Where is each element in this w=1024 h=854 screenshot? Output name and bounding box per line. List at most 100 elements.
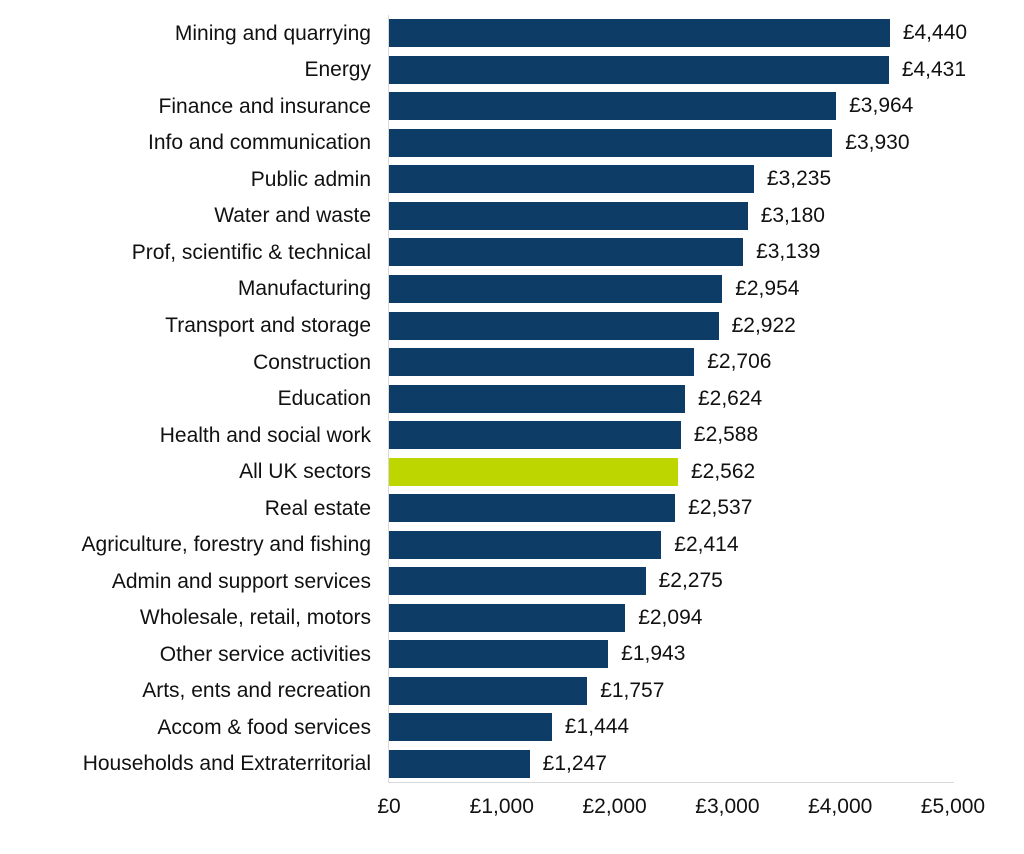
- category-label: Accom & food services: [157, 715, 371, 739]
- bar: [389, 238, 744, 267]
- category-label: Water and waste: [214, 204, 371, 228]
- chart-row: Construction £2,706: [0, 344, 1024, 381]
- value-label: £2,706: [707, 350, 772, 374]
- category-label: Mining and quarrying: [174, 21, 371, 45]
- bar-track: £3,139: [389, 234, 953, 271]
- bar-track: £4,431: [389, 52, 966, 89]
- x-tick-label: £2,000: [582, 795, 647, 818]
- bar: [389, 128, 833, 157]
- value-label: £1,247: [542, 751, 607, 775]
- x-tick-label: £4,000: [808, 795, 873, 818]
- category-label: Arts, ents and recreation: [142, 679, 371, 703]
- x-tick-label: £1,000: [469, 795, 534, 818]
- bar: [389, 640, 609, 669]
- chart-row: Mining and quarrying £4,440: [0, 15, 1024, 52]
- chart-row: Energy £4,431: [0, 52, 1024, 89]
- value-label: £2,922: [731, 313, 796, 337]
- category-label: Other service activities: [159, 642, 371, 666]
- bar-track: £2,922: [389, 307, 953, 344]
- bar: [389, 201, 748, 230]
- bar-track: £2,094: [389, 600, 953, 637]
- value-label: £1,943: [621, 642, 686, 666]
- value-label: £2,954: [735, 276, 800, 300]
- bar-track: £2,588: [389, 417, 953, 454]
- chart-row: Transport and storage £2,922: [0, 307, 1024, 344]
- chart-row: Wholesale, retail, motors £2,094: [0, 600, 1024, 637]
- bar: [389, 530, 662, 559]
- x-axis-line: [388, 782, 954, 783]
- category-label: Prof, scientific & technical: [131, 240, 371, 264]
- category-label: Energy: [304, 58, 371, 82]
- bar-track: £3,930: [389, 125, 953, 162]
- bar: [389, 92, 837, 121]
- bar-highlighted: [389, 457, 678, 486]
- bar: [389, 384, 685, 413]
- bar: [389, 421, 681, 450]
- chart-row: All UK sectors £2,562: [0, 453, 1024, 490]
- chart-row: Education £2,624: [0, 380, 1024, 417]
- value-label: £2,414: [674, 532, 739, 556]
- category-label: Finance and insurance: [158, 94, 371, 118]
- bar: [389, 676, 588, 705]
- bar-track: £2,624: [389, 380, 953, 417]
- bar-track: £2,562: [389, 453, 953, 490]
- category-label: Education: [277, 387, 371, 411]
- bar-track: £2,537: [389, 490, 953, 527]
- bar-track: £1,247: [389, 746, 953, 783]
- bar-track: £3,180: [389, 198, 953, 235]
- category-label: Agriculture, forestry and fishing: [81, 533, 371, 557]
- value-label: £3,930: [845, 130, 910, 154]
- bar-track: £3,964: [389, 88, 953, 125]
- value-label: £2,537: [688, 496, 753, 520]
- bar: [389, 603, 626, 632]
- chart-row: Admin and support services £2,275: [0, 563, 1024, 600]
- chart-row: Manufacturing £2,954: [0, 271, 1024, 308]
- bar: [389, 494, 676, 523]
- value-label: £3,235: [766, 167, 832, 191]
- bar: [389, 19, 890, 48]
- category-label: Admin and support services: [111, 569, 371, 593]
- y-axis-line: [388, 15, 389, 783]
- category-label: Transport and storage: [165, 313, 371, 337]
- x-tick-label: £5,000: [920, 795, 986, 818]
- value-label: £3,139: [756, 240, 821, 264]
- bar: [389, 274, 723, 303]
- bar: [389, 567, 646, 596]
- bar-track: £1,757: [389, 673, 953, 710]
- chart-row: Finance and insurance £3,964: [0, 88, 1024, 125]
- category-label: Wholesale, retail, motors: [139, 606, 371, 630]
- value-label: £2,094: [638, 605, 703, 629]
- bar-track: £2,275: [389, 563, 953, 600]
- chart-rows: Mining and quarrying £4,440 Energy £4,431 Fi…: [0, 15, 1024, 782]
- category-label: Real estate: [264, 496, 371, 520]
- chart-row: Public admin £3,235: [0, 161, 1024, 198]
- category-label: All UK sectors: [239, 460, 371, 484]
- bar: [389, 713, 552, 742]
- value-label: £4,431: [901, 57, 967, 81]
- category-label: Health and social work: [159, 423, 371, 447]
- category-label: Households and Extraterritorial: [82, 752, 371, 776]
- bar-track: £2,954: [389, 271, 953, 308]
- bar: [389, 348, 695, 377]
- x-axis-ticks: £0 £1,000 £2,000 £3,000 £4,000 £5,000: [377, 795, 985, 825]
- value-label: £4,440: [902, 21, 968, 45]
- bar-track: £2,414: [389, 526, 953, 563]
- bar: [389, 749, 530, 778]
- category-label: Public admin: [250, 167, 371, 191]
- chart-row: Accom & food services £1,444: [0, 709, 1024, 746]
- chart-row: Other service activities £1,943: [0, 636, 1024, 673]
- value-label: £2,562: [690, 459, 756, 483]
- value-label: £1,757: [600, 678, 665, 702]
- bar-track: £4,440: [389, 15, 967, 52]
- chart-row: Health and social work £2,588: [0, 417, 1024, 454]
- chart-row: Real estate £2,537: [0, 490, 1024, 527]
- bar-track: £1,943: [389, 636, 953, 673]
- category-label: Info and communication: [148, 131, 371, 155]
- bar-track: £3,235: [389, 161, 953, 198]
- value-label: £2,275: [658, 569, 723, 593]
- x-tick-label: £3,000: [695, 795, 760, 818]
- x-tick-label: £0: [377, 795, 401, 818]
- chart-row: Arts, ents and recreation £1,757: [0, 673, 1024, 710]
- category-label: Manufacturing: [237, 277, 371, 301]
